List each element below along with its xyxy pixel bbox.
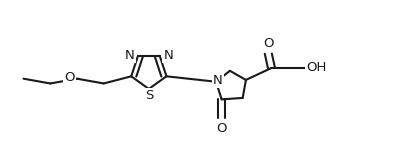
Text: O: O — [216, 122, 227, 135]
Text: OH: OH — [307, 62, 327, 75]
Text: O: O — [65, 71, 75, 84]
Text: N: N — [124, 49, 134, 62]
Text: O: O — [263, 37, 274, 50]
Text: N: N — [213, 74, 223, 87]
Text: S: S — [145, 89, 153, 102]
Text: N: N — [164, 49, 173, 62]
